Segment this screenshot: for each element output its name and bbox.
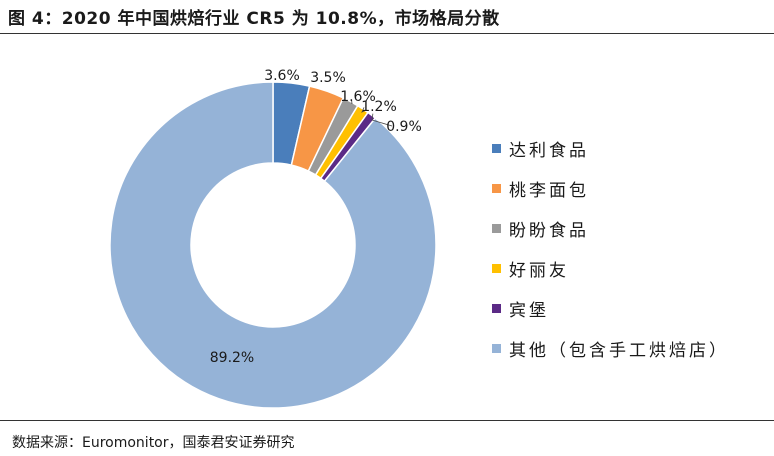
legend-item-1: 桃李面包 (492, 168, 729, 208)
figure-title: 图 4：2020 年中国烘焙行业 CR5 为 10.8%，市场格局分散 (8, 9, 500, 29)
legend: 达利食品桃李面包盼盼食品好丽友宾堡其他（包含手工烘焙店） (492, 128, 729, 368)
legend-item-4: 宾堡 (492, 288, 729, 328)
legend-swatch (492, 263, 501, 273)
leader-line-4 (371, 113, 393, 127)
slice-labels: 3.6% 3.5% 1.6%1.2% 0.9% 89.2% (210, 68, 422, 366)
leader-line-3 (361, 107, 367, 113)
slice-label-0: 3.6% (264, 68, 300, 84)
legend-item-3: 好丽友 (492, 248, 729, 288)
legend-item-2: 盼盼食品 (492, 208, 729, 248)
bottom-divider (0, 420, 774, 421)
legend-swatch (492, 223, 501, 233)
donut-slices (109, 81, 437, 409)
legend-item-0: 达利食品 (492, 128, 729, 168)
leader-lines (351, 99, 393, 127)
legend-label: 其他（包含手工烘焙店） (509, 340, 729, 361)
donut-slice-5 (109, 81, 437, 409)
donut-chart: 3.6% 3.5% 1.6%1.2% 0.9% 89.2% (109, 68, 437, 409)
legend-item-5: 其他（包含手工烘焙店） (492, 328, 729, 368)
legend-label: 达利食品 (509, 140, 589, 161)
slice-label-4: 0.9% (386, 119, 422, 135)
legend-label: 好丽友 (509, 260, 569, 281)
legend-label: 宾堡 (509, 300, 549, 321)
legend-swatch (492, 183, 501, 193)
slice-label-3: 1.2% (361, 99, 397, 115)
legend-swatch (492, 343, 501, 353)
legend-label: 盼盼食品 (509, 220, 589, 241)
slice-label-5: 89.2% (210, 350, 254, 366)
slice-label-2: 1.6% (340, 89, 376, 105)
legend-label: 桃李面包 (509, 180, 589, 201)
slice-label-1: 3.5% (310, 70, 346, 86)
legend-swatch (492, 143, 501, 153)
legend-swatch (492, 303, 501, 313)
top-divider (0, 33, 774, 34)
source-note: 数据来源：Euromonitor，国泰君安证券研究 (12, 435, 295, 451)
